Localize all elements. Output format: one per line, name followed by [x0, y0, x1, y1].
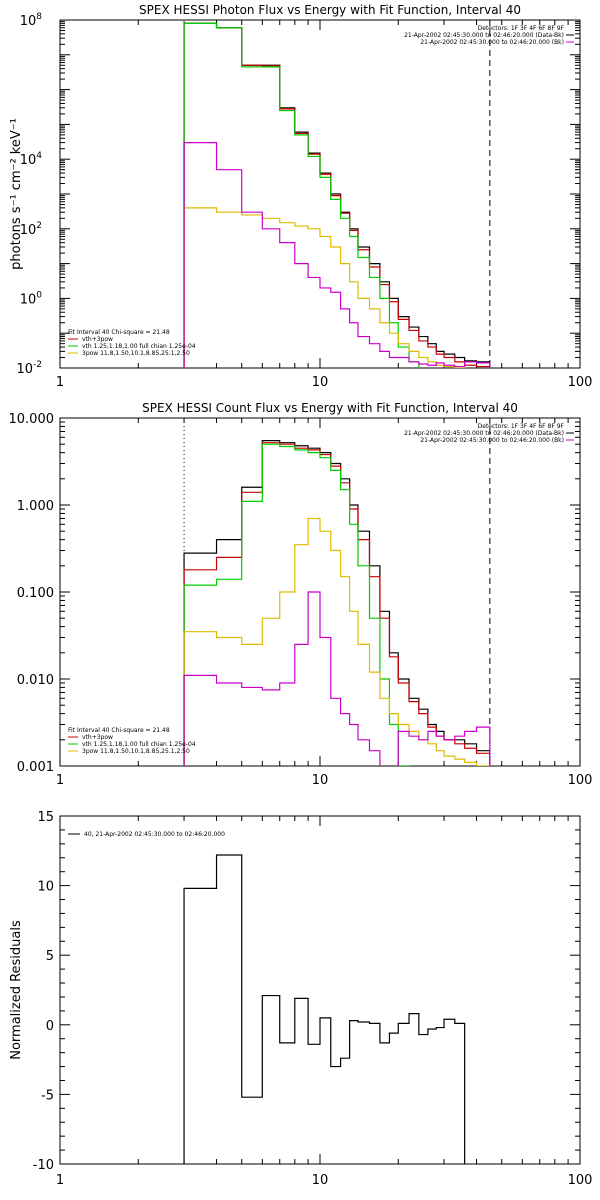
photon-y-tick-base: 10	[20, 153, 37, 168]
photon-series-magenta-line	[183, 142, 491, 368]
photon-legend-bottom-entry: 3pow 11.8,1.50,10.1,8.85,25.1,2.50	[82, 350, 190, 357]
photon-legend-bottom-entry: vth 1.25,1.18,1.00 full chian 1.25e-04	[82, 343, 196, 350]
count-plot-area	[183, 418, 491, 766]
photon-series-red-line	[183, 22, 491, 368]
count-chart-title: SPEX HESSI Count Flux vs Energy with Fit…	[142, 401, 518, 415]
count-x-tick-label: 100	[568, 773, 593, 788]
residual-series-black-line	[183, 854, 466, 1164]
photon-x-tick-label: 100	[568, 375, 593, 390]
count-legend-bottom-entry: vth 1.25,1.18,1.00 full chian 1.25e-04	[82, 741, 196, 748]
count-legend-top-entry: 21-Apr-2002 02:45:30.000 to 02:46:20.000…	[420, 437, 564, 444]
photon-y-tick-label: 100	[20, 290, 43, 307]
residual-axes-frame	[59, 815, 581, 1165]
count-series-red-line	[183, 442, 491, 766]
photon-y-tick-label: 108	[20, 12, 43, 29]
count-legend-bottom-entry: 3pow 11.8,1.50,10.1,8.85,25.1,2.50	[82, 748, 190, 755]
count-legend-bottom-entry: Fit Interval 40 Chi-square = 21.48	[68, 727, 170, 734]
photon-series-black-line	[183, 22, 491, 368]
photon-y-tick-exponent: 0	[36, 290, 42, 300]
residual-y-tick-label: -5	[41, 1088, 54, 1103]
photon-y-tick-base: 10	[20, 14, 37, 29]
count-x-tick-label: 10	[312, 773, 329, 788]
count-series-yellow-line	[183, 517, 491, 766]
residual-plot-area	[183, 854, 466, 1164]
photon-y-tick-exponent: 8	[36, 12, 42, 22]
count-y-tick-label: 10.000	[9, 412, 55, 427]
residual-panel: 1 10 100 -10 -5 0 5 10 15 Normalized Residuals 40,…	[9, 810, 593, 1188]
count-x-tick-label: 1	[56, 773, 64, 788]
residual-legend-entry: 40, 21-Apr-2002 02:45:30.000 to 02:46:20…	[84, 831, 225, 838]
residual-y-tick-label: 10	[37, 880, 54, 895]
count-series-magenta-line	[183, 591, 491, 766]
photon-x-tick-label: 1	[56, 375, 64, 390]
photon-y-tick-exponent: 2	[36, 221, 42, 231]
photon-series-yellow-line	[183, 207, 466, 368]
photon-y-axis-label: photons s⁻¹ cm⁻² keV⁻¹	[9, 118, 24, 270]
residual-x-tick-label: 1	[56, 1173, 64, 1188]
photon-legend-bottom-entry: Fit Interval 40 Chi-square = 21.48	[68, 329, 170, 336]
photon-y-tick-label: 102	[20, 221, 42, 238]
count-legend-bottom-entry: vth+3pow	[82, 734, 113, 741]
residual-x-tick-label: 10	[312, 1173, 329, 1188]
residual-y-axis-label: Normalized Residuals	[9, 920, 24, 1060]
count-y-tick-label: 0.010	[17, 673, 54, 688]
residual-y-tick-label: 15	[37, 810, 54, 825]
photon-legend-top-entry: Detectors: 1F 3F 4F 6F 8F 9F	[478, 25, 565, 32]
count-y-tick-label: 1.000	[17, 499, 54, 514]
count-series-black-line	[183, 439, 491, 766]
count-y-tick-label: 0.100	[17, 586, 54, 601]
photon-flux-panel: SPEX HESSI Photon Flux vs Energy with Fi…	[9, 3, 593, 390]
photon-chart-title: SPEX HESSI Photon Flux vs Energy with Fi…	[139, 3, 521, 17]
count-legend-top-entry: 21-Apr-2002 02:45:30.000 to 02:46:20.000…	[404, 430, 564, 437]
count-flux-panel: SPEX HESSI Count Flux vs Energy with Fit…	[9, 401, 593, 788]
count-series-green-line	[183, 443, 410, 766]
residual-y-tick-label: 0	[46, 1019, 54, 1034]
photon-axes-frame	[59, 19, 581, 369]
residual-x-tick-label: 100	[568, 1173, 593, 1188]
photon-series-green-line	[183, 22, 420, 368]
photon-y-tick-base: 10	[20, 292, 37, 307]
photon-y-tick-label: 104	[20, 151, 43, 168]
photon-legend-top-entry: 21-Apr-2002 02:45:30.000 to 02:46:20.000…	[420, 39, 564, 46]
photon-plot-area	[183, 20, 491, 368]
photon-legend-bottom-entry: vth+3pow	[82, 336, 113, 343]
count-y-tick-label: 0.001	[17, 760, 54, 775]
photon-y-tick-label: 10-2	[16, 360, 42, 377]
count-legend-top-entry: Detectors: 1F 3F 4F 6F 8F 9F	[478, 423, 565, 430]
photon-y-tick-base: 10	[16, 362, 33, 377]
photon-x-tick-label: 10	[312, 375, 329, 390]
photon-legend-top-entry: 21-Apr-2002 02:45:30.000 to 02:46:20.000…	[404, 32, 564, 39]
residual-y-tick-label: -10	[33, 1158, 54, 1173]
photon-y-tick-exponent: 4	[36, 151, 42, 161]
photon-y-tick-exponent: -2	[33, 360, 42, 370]
residual-y-tick-label: 5	[46, 949, 54, 964]
photon-y-tick-base: 10	[20, 223, 37, 238]
